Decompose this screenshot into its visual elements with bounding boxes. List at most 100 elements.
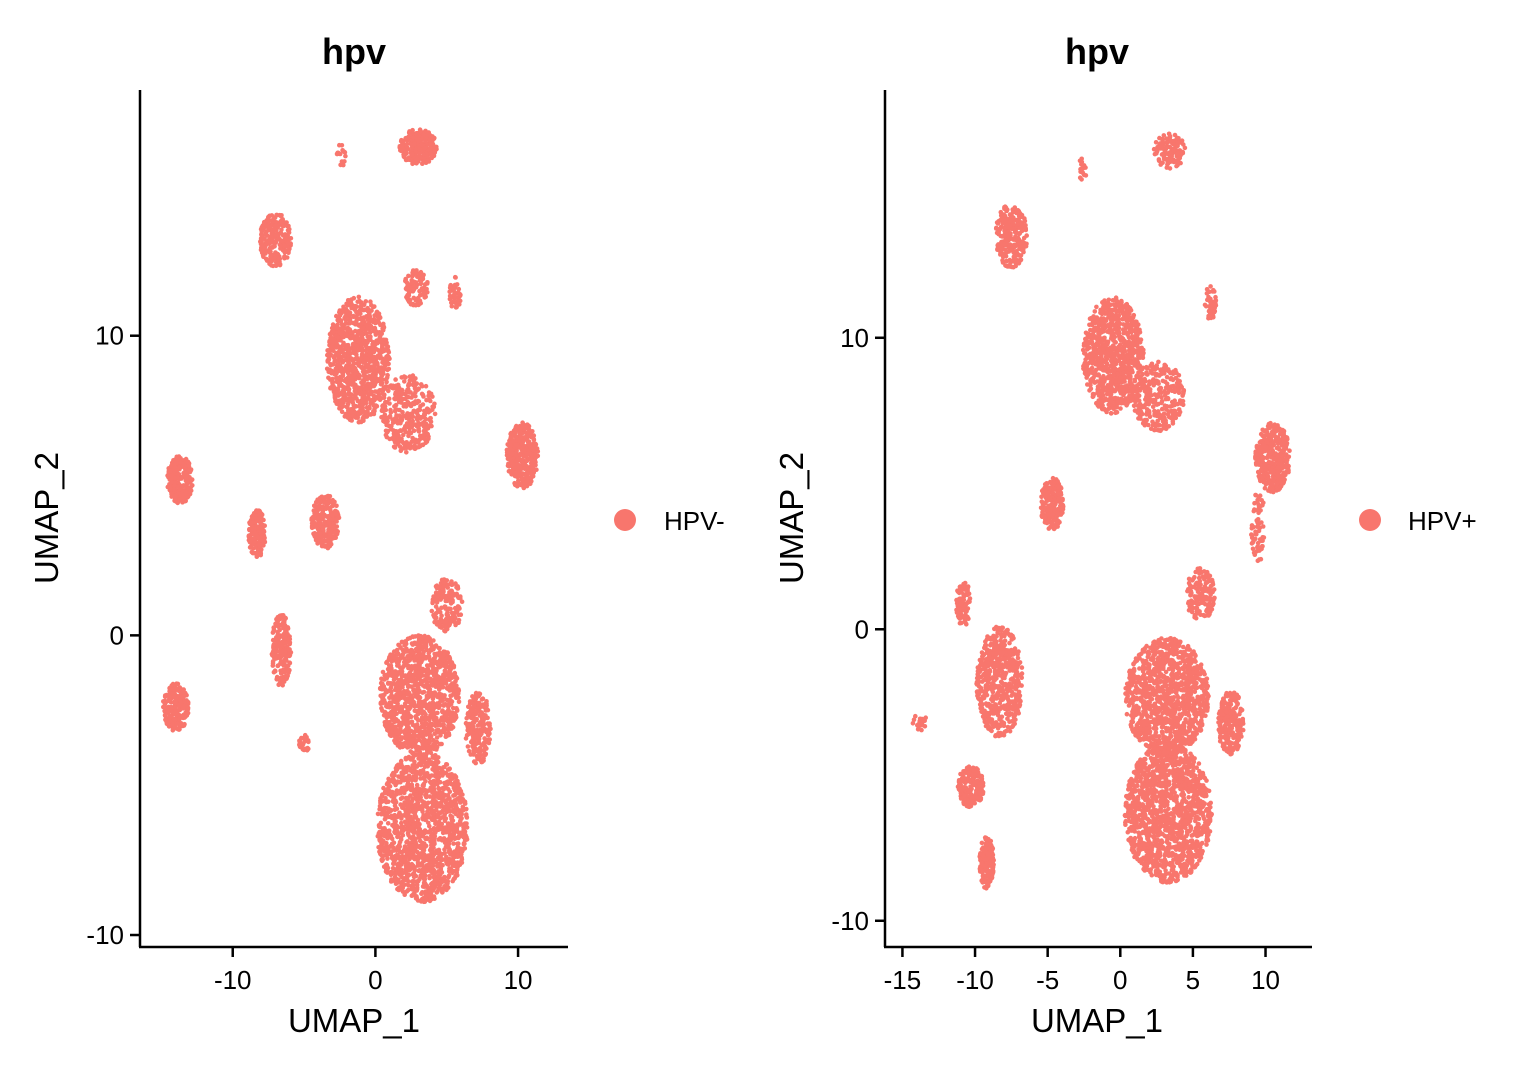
data-point [385,868,390,873]
data-point [417,786,422,792]
data-point [410,872,416,877]
data-point [443,664,448,669]
data-point [396,812,402,817]
data-point [452,782,458,788]
data-point [447,789,453,794]
data-point [411,135,416,140]
data-point [404,875,410,881]
data-point [379,705,384,711]
data-point [509,451,515,457]
data-point [392,404,397,409]
data-point [471,759,477,764]
data-point [450,852,456,858]
data-point [433,597,439,602]
data-point [334,371,339,377]
data-point [384,379,389,385]
data-point [412,658,417,663]
data-point [367,335,373,340]
data-point [407,670,413,676]
data-point [482,744,488,749]
data-point [413,807,419,812]
data-point [383,832,389,837]
data-point [340,371,346,377]
data-point [324,366,330,372]
data-point [463,807,469,812]
data-point [422,828,428,833]
data-point [429,761,434,767]
data-point [451,292,457,297]
data-point [392,857,398,863]
data-point [379,806,384,812]
data-point [432,722,437,727]
data-point [397,849,403,854]
data-point [514,442,519,448]
data-point [439,879,445,885]
data-point [419,715,425,720]
data-point [411,279,417,285]
data-point [457,787,463,793]
data-point [428,886,433,891]
data-point [405,882,411,887]
data-point [424,286,429,292]
data-point [485,707,491,713]
data-point [426,686,432,691]
data-point [426,820,431,826]
data-point [395,670,400,675]
data-point [337,353,342,359]
data-point [480,696,486,701]
data-point [391,778,397,783]
data-point [393,396,399,402]
data-point [378,367,384,372]
data-point [409,846,414,852]
data-point [389,683,394,688]
data-point [407,442,413,447]
data-point [421,152,426,157]
data-point [415,408,421,413]
data-point [340,309,346,314]
data-point [447,285,453,290]
data-point [378,846,384,851]
data-point [413,390,418,395]
data-point [440,680,446,685]
data-point [408,768,413,773]
data-point [395,696,401,701]
data-point [406,273,411,279]
data-point [383,795,388,801]
data-point [389,659,395,664]
data-point [459,851,464,857]
data-point [452,620,458,625]
data-point [474,709,479,715]
data-point [454,848,460,854]
data-point [424,663,430,668]
data-point [381,371,386,377]
data-point [513,434,518,440]
cluster-6 [403,268,430,308]
data-point [475,723,481,728]
data-point [378,820,384,826]
data-point [399,770,405,776]
data-point [431,702,436,708]
data-point [448,837,453,843]
data-point [431,712,437,717]
cluster-1 [377,633,462,758]
data-point [446,802,452,808]
data-point [417,150,422,156]
data-point [401,876,406,881]
data-point [394,385,400,390]
data-point [449,610,455,616]
data-point [393,429,399,434]
data-point [421,132,426,138]
data-point [346,382,351,388]
data-point [384,862,389,867]
data-point [508,443,513,449]
data-point [397,789,403,794]
data-point [393,871,398,877]
data-point [371,364,377,370]
data-point [441,786,447,792]
data-point [359,385,365,390]
data-point [417,672,423,677]
data-point [456,835,461,841]
data-point [409,425,415,430]
data-point [360,326,365,332]
data-point [380,701,385,706]
